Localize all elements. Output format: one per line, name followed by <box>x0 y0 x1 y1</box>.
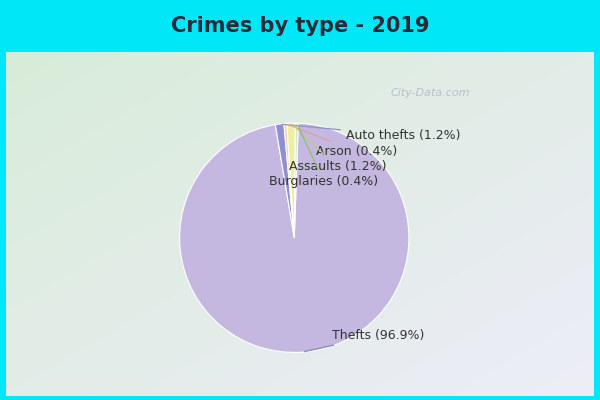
Text: Burglaries (0.4%): Burglaries (0.4%) <box>269 126 378 188</box>
Wedge shape <box>294 123 298 238</box>
Text: Thefts (96.9%): Thefts (96.9%) <box>304 329 424 352</box>
Text: City-Data.com: City-Data.com <box>391 88 470 98</box>
Text: Assaults (1.2%): Assaults (1.2%) <box>289 125 386 173</box>
Text: Auto thefts (1.2%): Auto thefts (1.2%) <box>283 124 460 142</box>
Wedge shape <box>284 123 294 238</box>
Wedge shape <box>287 123 295 238</box>
Text: Crimes by type - 2019: Crimes by type - 2019 <box>171 16 429 36</box>
Text: Arson (0.4%): Arson (0.4%) <box>288 124 397 158</box>
Wedge shape <box>275 124 294 238</box>
Wedge shape <box>179 123 409 352</box>
